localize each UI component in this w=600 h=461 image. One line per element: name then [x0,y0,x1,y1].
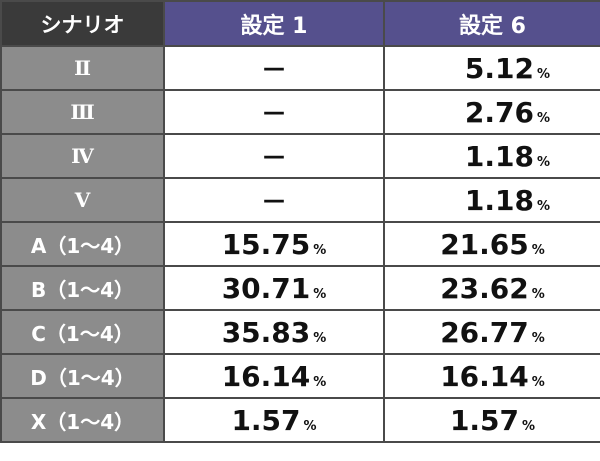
percent-sign: % [303,418,317,434]
setting-1-value: 16.14% [163,353,385,399]
setting-1-value: — [163,89,385,135]
percent-sign: % [313,330,327,346]
setting-6-value: 16.14% [383,353,600,399]
value-number: 16.14 [440,359,529,393]
row-label: Ⅱ [0,45,165,91]
table-row: D（1～4） 16.14% 16.14% [0,353,600,399]
row-label: X（1～4） [0,397,165,443]
setting-1-value: — [163,45,385,91]
percent-sign: % [536,198,550,214]
setting-6-value: 5.12% [383,45,600,91]
row-label: Ⅳ [0,133,165,179]
percent-sign: % [536,154,550,170]
setting-6-value: 23.62% [383,265,600,311]
header-setting-6: 設定 6 [383,0,600,47]
setting-1-value: 1.57% [163,397,385,443]
row-label: D（1～4） [0,353,165,399]
row-label: B（1～4） [0,265,165,311]
value-number: 5.12 [464,51,534,85]
dash: — [263,99,285,125]
value-number: 1.18 [464,139,534,173]
setting-6-value: 26.77% [383,309,600,355]
percent-sign: % [536,110,550,126]
header-setting-1: 設定 1 [163,0,385,47]
table-row: Ⅱ — 5.12% [0,45,600,91]
table-row: C（1～4） 35.83% 26.77% [0,309,600,355]
row-label: Ⅴ [0,177,165,223]
value-number: 2.76 [464,95,534,129]
dash: — [263,143,285,169]
setting-1-value: — [163,133,385,179]
value-number: 1.57 [449,403,520,437]
percent-sign: % [522,418,536,434]
value-number: 23.62 [440,271,529,305]
percent-sign: % [536,66,550,82]
dash: — [263,55,285,81]
row-label: C（1～4） [0,309,165,355]
setting-1-value: 30.71% [163,265,385,311]
value-number: 1.57 [231,403,301,437]
table-row: A（1～4） 15.75% 21.65% [0,221,600,267]
row-label: A（1～4） [0,221,165,267]
header-scenario: シナリオ [0,0,165,47]
table-row: Ⅳ — 1.18% [0,133,600,179]
setting-6-value: 1.18% [383,133,600,179]
value-number: 1.18 [464,183,534,217]
setting-6-value: 1.57% [383,397,600,443]
percent-sign: % [313,242,327,258]
value-number: 21.65 [440,227,529,261]
table-row: Ⅴ — 1.18% [0,177,600,223]
table-row: Ⅲ — 2.76% [0,89,600,135]
value-number: 16.14 [221,359,311,393]
value-number: 30.71 [221,271,311,305]
percent-sign: % [313,374,327,390]
setting-6-value: 1.18% [383,177,600,223]
setting-1-value: 15.75% [163,221,385,267]
dash: — [263,187,285,213]
percent-sign: % [531,242,545,258]
setting-1-value: — [163,177,385,223]
table-row: X（1～4） 1.57% 1.57% [0,397,600,443]
percent-sign: % [531,286,545,302]
percent-sign: % [313,286,327,302]
table-header-row: シナリオ 設定 1 設定 6 [0,0,600,47]
value-number: 35.83 [221,315,311,349]
value-number: 15.75 [221,227,311,261]
setting-1-value: 35.83% [163,309,385,355]
table-row: B（1～4） 30.71% 23.62% [0,265,600,311]
percent-sign: % [531,330,545,346]
percent-sign: % [531,374,545,390]
setting-6-value: 21.65% [383,221,600,267]
setting-6-value: 2.76% [383,89,600,135]
value-number: 26.77 [440,315,529,349]
scenario-table: シナリオ 設定 1 設定 6 Ⅱ — 5.12% Ⅲ — 2.76% Ⅳ — 1… [0,0,600,443]
row-label: Ⅲ [0,89,165,135]
